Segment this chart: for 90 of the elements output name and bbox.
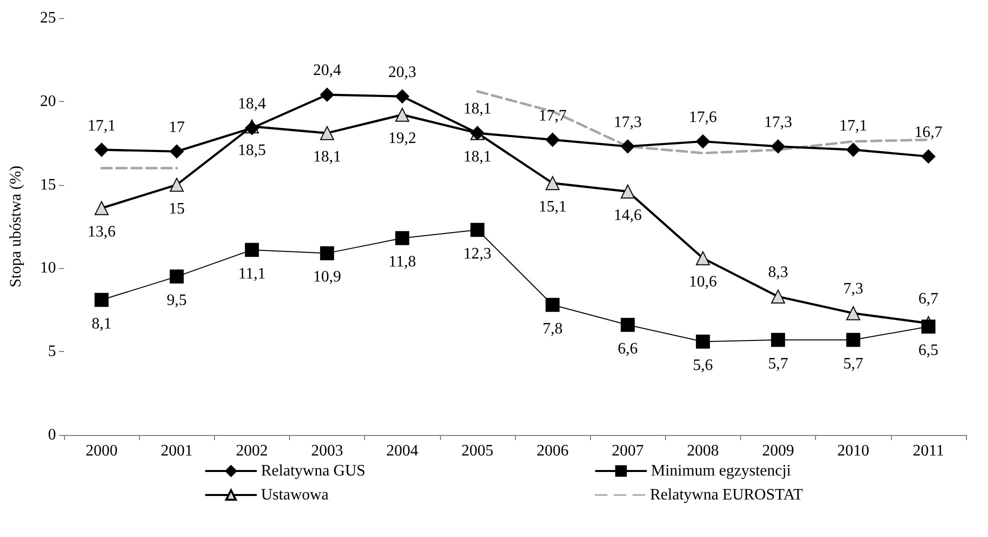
x-tick-label: 2000	[86, 442, 118, 460]
data-label: 9,5	[166, 292, 187, 310]
x-tick-label: 2006	[536, 442, 569, 460]
point	[546, 298, 560, 312]
point	[846, 306, 860, 320]
point	[94, 142, 109, 157]
data-label: 17,1	[839, 117, 868, 134]
data-label: 8,3	[768, 264, 788, 282]
data-label: 13,6	[88, 224, 116, 241]
data-label: 14,6	[614, 206, 642, 224]
data-label: 5,7	[768, 355, 788, 372]
data-label: 10,9	[313, 268, 342, 286]
data-label: 7,8	[542, 320, 563, 338]
x-tick-label: 2009	[762, 442, 794, 460]
point	[170, 144, 184, 158]
point	[320, 246, 334, 260]
x-tick-label: 2003	[311, 442, 344, 460]
point	[696, 251, 710, 266]
y-tick-label: 5	[48, 343, 56, 360]
x-tick-label: 2005	[461, 442, 494, 460]
point	[846, 142, 860, 157]
data-label: 19,2	[388, 130, 416, 148]
point	[921, 149, 936, 164]
legend-label: Relatywna EUROSTAT	[650, 486, 804, 504]
point	[94, 292, 109, 307]
point	[170, 270, 184, 284]
data-label: 10,6	[688, 274, 717, 291]
y-tick-label: 10	[40, 260, 56, 277]
x-tick-label: 2001	[160, 442, 193, 460]
data-label: 12,3	[463, 245, 492, 262]
data-label: 18,1	[463, 100, 492, 118]
data-label: 18,4	[238, 96, 266, 113]
data-label: 20,3	[388, 64, 416, 81]
data-label: 11,1	[238, 265, 266, 282]
data-label: 15,1	[538, 198, 567, 216]
y-tick-label: 25	[40, 10, 56, 26]
data-label: 17,3	[764, 114, 792, 131]
point	[846, 332, 860, 347]
point	[395, 231, 410, 246]
x-tick-label: 2002	[236, 442, 268, 460]
data-label: 6,7	[918, 290, 938, 308]
legend-label: Ustawowa	[261, 486, 329, 504]
data-label: 8,1	[92, 315, 112, 332]
legend-label: Relatywna GUS	[261, 462, 366, 480]
x-tick-label: 2008	[686, 442, 719, 460]
data-label: 6,5	[918, 342, 938, 360]
point	[170, 178, 184, 192]
x-tick-label: 2004	[386, 442, 418, 460]
y-tick-label: 20	[40, 92, 56, 110]
point	[320, 88, 334, 102]
point	[696, 134, 710, 148]
y-tick-label: 15	[40, 176, 56, 194]
x-tick-label: 2007	[612, 442, 644, 460]
point	[620, 139, 635, 154]
point	[921, 320, 936, 334]
data-label: 11,8	[388, 254, 416, 271]
data-label: 20,4	[313, 62, 342, 80]
point	[470, 222, 484, 237]
data-label: 6,6	[618, 340, 638, 358]
point	[546, 132, 560, 147]
point	[395, 108, 410, 122]
data-label: 17,1	[88, 117, 116, 134]
point	[696, 334, 710, 349]
point	[244, 242, 259, 257]
data-label: 18,1	[463, 148, 492, 166]
data-label: 15	[168, 200, 185, 218]
data-label: 17,6	[688, 108, 717, 126]
y-axis-title: Stopa ubóstwa (%)	[8, 166, 24, 288]
data-label: 17,3	[614, 114, 642, 131]
x-tick-label: 2010	[837, 442, 870, 460]
data-label: 18,5	[238, 142, 266, 159]
data-label: 16,7	[914, 124, 942, 141]
data-label: 18,1	[313, 148, 342, 166]
data-label: 7,3	[843, 280, 864, 298]
data-label: 17	[168, 118, 185, 136]
point	[546, 176, 560, 190]
legend-label: Minimum egzystencji	[651, 462, 792, 480]
y-tick-label: 0	[48, 426, 56, 444]
x-tick-label: 2011	[912, 442, 944, 460]
point	[771, 139, 786, 154]
data-label: 5,6	[692, 357, 713, 374]
point	[620, 318, 635, 332]
point	[94, 201, 109, 216]
data-label: 17,7	[538, 107, 567, 124]
point	[395, 89, 410, 104]
point	[771, 332, 786, 347]
point	[771, 290, 786, 304]
point	[320, 126, 334, 140]
point	[620, 184, 635, 198]
data-label: 5,7	[843, 355, 864, 372]
